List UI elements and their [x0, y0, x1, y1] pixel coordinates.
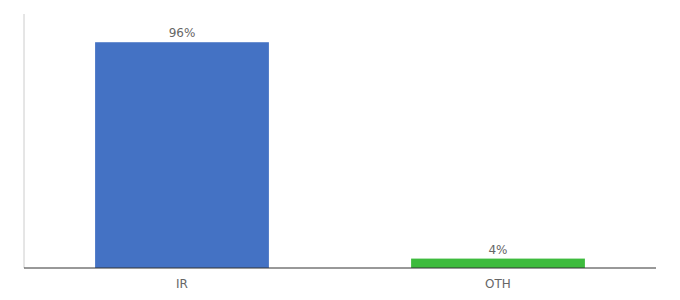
chart-svg: 96% 4% IR OTH [0, 0, 680, 300]
data-labels: 96% 4% [169, 26, 508, 256]
data-label: 96% [169, 26, 196, 40]
x-tick-labels: IR OTH [176, 277, 511, 291]
bar [95, 42, 269, 268]
data-label: 4% [488, 243, 507, 257]
plot-area: 96% 4% IR OTH [24, 14, 656, 291]
chart-container: 96% 4% IR OTH [0, 0, 680, 300]
x-tick-label: IR [176, 277, 188, 291]
bar [411, 259, 585, 268]
x-tick-label: OTH [485, 277, 511, 291]
page: {"chart_data": {"type": "bar", "categori… [0, 0, 680, 300]
x-axis-line [24, 268, 656, 269]
bars [95, 42, 585, 268]
y-axis-line [24, 14, 25, 268]
